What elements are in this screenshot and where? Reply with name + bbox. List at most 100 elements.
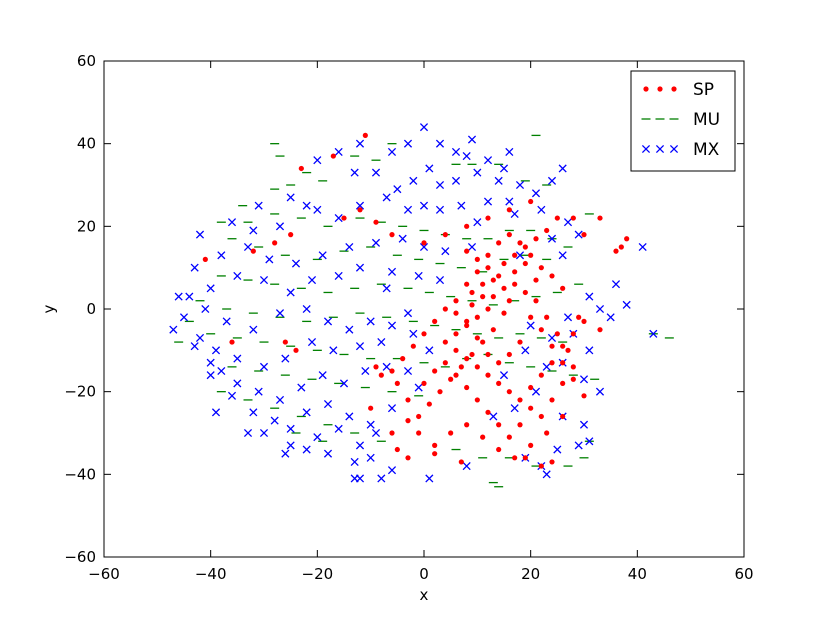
- point-sp: [469, 351, 475, 358]
- point-sp: [464, 384, 470, 391]
- point-sp: [229, 339, 235, 345]
- point-sp: [496, 380, 502, 386]
- point-sp: [522, 455, 528, 461]
- point-sp: [378, 372, 384, 378]
- point-mx: [334, 214, 343, 223]
- point-sp: [581, 318, 587, 324]
- point-mx: [435, 276, 445, 285]
- point-sp: [528, 405, 534, 411]
- point-mx: [531, 189, 541, 198]
- point-sp: [560, 285, 566, 291]
- point-sp: [544, 314, 550, 320]
- point-mx: [222, 317, 231, 326]
- point-mx: [473, 168, 482, 177]
- point-mx: [558, 164, 567, 173]
- y-axis-label: y: [40, 304, 58, 313]
- point-mx: [579, 375, 589, 384]
- point-mx: [302, 408, 311, 417]
- point-sp: [368, 405, 374, 411]
- x-tick-label: 60: [734, 565, 753, 583]
- point-mx: [211, 408, 221, 417]
- point-sp: [485, 306, 491, 312]
- point-mx: [254, 387, 263, 396]
- point-sp: [522, 289, 528, 296]
- point-mx: [233, 354, 242, 363]
- point-sp: [528, 198, 534, 205]
- legend-marker-mx: [641, 144, 651, 154]
- x-tick-label: −20: [302, 565, 334, 583]
- point-mx: [286, 424, 295, 433]
- point-sp: [538, 413, 544, 420]
- point-sp: [330, 153, 336, 159]
- x-tick-label: 40: [628, 565, 647, 583]
- point-sp: [464, 422, 470, 428]
- point-mx: [489, 412, 498, 421]
- point-mx: [265, 255, 274, 264]
- point-mx: [563, 313, 573, 322]
- point-sp: [544, 227, 550, 234]
- point-mx: [419, 201, 429, 210]
- point-sp: [570, 215, 576, 221]
- legend-item-mx: MX: [641, 140, 720, 160]
- point-sp: [389, 368, 395, 374]
- point-mx: [435, 205, 445, 214]
- legend: SP MU MX: [630, 70, 736, 172]
- point-sp: [485, 265, 491, 271]
- point-sp: [506, 232, 512, 238]
- point-mx: [398, 234, 407, 243]
- y-tick-label: −60: [64, 548, 96, 566]
- point-sp: [453, 331, 459, 337]
- point-mx: [574, 230, 583, 239]
- point-sp: [432, 368, 438, 374]
- point-sp: [480, 434, 486, 440]
- point-mx: [291, 259, 301, 268]
- point-mx: [355, 342, 365, 351]
- point-sp: [517, 422, 523, 428]
- legend-label-mx: MX: [693, 140, 720, 160]
- point-mx: [515, 180, 525, 190]
- point-mx: [318, 251, 327, 260]
- point-sp: [490, 294, 496, 300]
- point-mx: [361, 366, 370, 376]
- legend-marker-sp: [643, 86, 649, 92]
- point-mx: [585, 346, 594, 355]
- point-mx: [339, 379, 349, 388]
- point-mx: [211, 346, 221, 355]
- point-sp: [533, 298, 539, 304]
- y-tick-label: 60: [77, 52, 96, 70]
- point-sp: [570, 376, 576, 382]
- point-mx: [249, 226, 258, 235]
- point-mx: [414, 383, 423, 392]
- point-sp: [496, 422, 502, 428]
- point-sp: [293, 347, 299, 353]
- point-mx: [542, 470, 551, 479]
- point-sp: [394, 380, 400, 386]
- point-sp: [560, 380, 566, 386]
- point-sp: [485, 351, 491, 358]
- point-mx: [409, 176, 418, 185]
- point-mx: [462, 462, 471, 471]
- point-sp: [517, 397, 523, 403]
- point-mx: [329, 346, 338, 355]
- point-mx: [366, 317, 375, 326]
- legend-box: [630, 70, 736, 172]
- point-mx: [259, 362, 269, 371]
- point-mx: [473, 218, 482, 227]
- point-sp: [442, 232, 448, 238]
- point-mx: [531, 387, 541, 396]
- point-mx: [515, 251, 525, 260]
- point-sp: [506, 389, 512, 395]
- point-sp: [538, 327, 544, 333]
- legend-item-sp: SP: [643, 80, 714, 100]
- point-sp: [426, 401, 432, 407]
- point-sp: [501, 285, 507, 291]
- point-mx: [227, 218, 237, 227]
- point-mx: [393, 185, 402, 194]
- point-sp: [464, 248, 470, 254]
- point-sp: [570, 331, 576, 337]
- x-axis-label: x: [420, 586, 429, 604]
- plot-points: [169, 123, 674, 488]
- point-sp: [496, 273, 502, 279]
- point-sp: [549, 273, 555, 279]
- point-mx: [542, 362, 551, 371]
